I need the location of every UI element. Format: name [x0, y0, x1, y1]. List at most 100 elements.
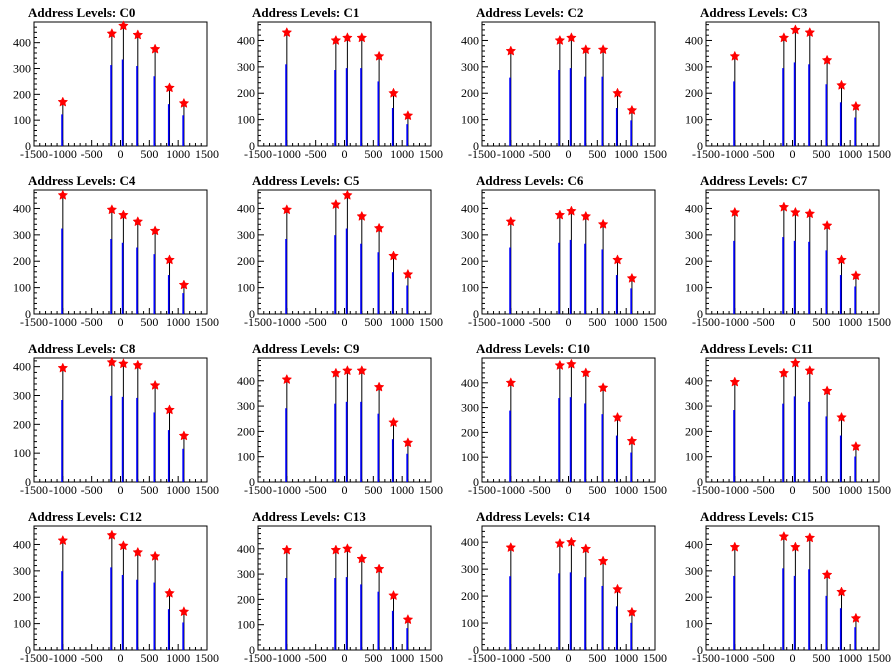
histogram-panel: 0 100 200 300 400 -1500 -1000 -500 0 500 1000 1500 A… — [448, 336, 672, 504]
x-tick-label: -500 — [753, 651, 775, 665]
x-tick-label: 500 — [364, 315, 382, 329]
x-tick-label: -1000 — [49, 651, 77, 665]
x-tick-label: -1000 — [497, 483, 525, 497]
x-tick-label: -1500 — [692, 315, 720, 329]
peak-marker-star — [356, 210, 368, 221]
peak-marker-star — [402, 110, 414, 121]
peak-marker-star — [342, 543, 353, 554]
peak-marker-star — [118, 540, 129, 551]
x-tick-label: -1500 — [468, 483, 496, 497]
x-tick-label: -500 — [529, 483, 551, 497]
x-tick-label: -1500 — [468, 147, 496, 161]
x-tick-label: 0 — [118, 651, 124, 665]
y-tick-label: 400 — [13, 201, 31, 215]
x-tick-label: -500 — [81, 147, 103, 161]
panel-title: Address Levels: C4 — [28, 173, 136, 188]
x-tick-label: -1000 — [721, 315, 749, 329]
y-tick-label: 0 — [249, 475, 255, 489]
peak-marker-star — [729, 376, 741, 387]
x-tick-label: 0 — [790, 651, 796, 665]
y-tick-label: 400 — [685, 33, 703, 47]
peak-marker-star — [132, 359, 144, 370]
x-tick-label: 1000 — [614, 315, 638, 329]
x-tick-label: 500 — [140, 315, 158, 329]
x-tick-label: -1000 — [273, 315, 301, 329]
peak-marker-star — [373, 222, 385, 233]
x-tick-label: 500 — [364, 651, 382, 665]
peak-marker-star — [164, 404, 175, 415]
peak-marker-star — [580, 543, 592, 554]
peak-marker-star — [566, 358, 577, 369]
peak-marker-star — [790, 24, 801, 35]
y-tick-label: 0 — [25, 475, 31, 489]
x-tick-label: -1000 — [49, 315, 77, 329]
y-tick-label: 0 — [697, 307, 703, 321]
peak-marker-star — [597, 44, 609, 55]
panel-title: Address Levels: C5 — [252, 173, 360, 188]
peak-marker-star — [626, 104, 638, 115]
peak-marker-star — [57, 189, 69, 200]
y-tick-label: 100 — [685, 281, 703, 295]
y-tick-label: 0 — [697, 643, 703, 657]
peak-marker-star — [178, 97, 190, 108]
x-tick-label: 1500 — [867, 315, 891, 329]
peak-marker-star — [57, 96, 69, 107]
x-tick-label: 1000 — [614, 147, 638, 161]
y-tick-label: 200 — [685, 424, 703, 438]
peak-marker-star — [373, 50, 385, 61]
peak-marker-star — [612, 583, 623, 594]
peak-marker-star — [388, 416, 399, 428]
y-tick-label: 100 — [237, 618, 255, 632]
x-tick-label: 0 — [790, 315, 796, 329]
histogram-plot: 0 100 200 300 400 -1500 -1000 -500 0 500 1000 1500 — [13, 189, 219, 329]
panel-title: Address Levels: C13 — [252, 509, 366, 524]
plot-frame — [257, 525, 432, 651]
peak-marker-star — [330, 198, 342, 210]
y-tick-label: 400 — [461, 33, 479, 47]
peak-marker-star — [566, 32, 577, 43]
peak-marker-star — [356, 365, 368, 376]
x-tick-label: 500 — [364, 483, 382, 497]
x-tick-label: 1500 — [867, 651, 891, 665]
panel-title: Address Levels: C7 — [700, 173, 808, 188]
peak-marker-star — [804, 27, 816, 38]
peak-marker-star — [626, 272, 638, 283]
plot-frame — [33, 21, 208, 147]
peak-marker-star — [778, 531, 790, 542]
peak-marker-star — [342, 32, 353, 43]
peak-marker-star — [402, 268, 414, 280]
y-tick-label: 300 — [461, 228, 479, 242]
peak-marker-star — [554, 359, 566, 371]
x-tick-label: -1500 — [244, 147, 272, 161]
x-tick-label: 500 — [812, 651, 830, 665]
peak-marker-star — [505, 45, 517, 56]
panel-title: Address Levels: C3 — [700, 5, 808, 20]
y-tick-label: 300 — [461, 60, 479, 74]
x-tick-label: -1000 — [497, 147, 525, 161]
x-tick-label: 1000 — [838, 147, 862, 161]
histogram-plot: 0 100 200 300 400 -1500 -1000 -500 0 500 1000 1500 — [685, 189, 891, 329]
peak-marker-star — [106, 356, 118, 367]
x-tick-label: 0 — [118, 315, 124, 329]
y-tick-label: 300 — [685, 399, 703, 413]
x-tick-label: 1000 — [838, 315, 862, 329]
y-tick-label: 100 — [461, 450, 479, 464]
x-tick-label: 500 — [588, 483, 606, 497]
x-tick-label: 500 — [140, 483, 158, 497]
x-tick-label: -1500 — [468, 315, 496, 329]
x-tick-label: 1000 — [390, 147, 414, 161]
x-tick-label: 0 — [118, 147, 124, 161]
peak-marker-star — [790, 357, 801, 368]
peak-marker-star — [402, 613, 414, 625]
y-tick-label: 300 — [237, 399, 255, 413]
peak-marker-star — [612, 411, 623, 423]
x-tick-label: -1000 — [273, 147, 301, 161]
y-tick-label: 100 — [13, 113, 31, 127]
peak-marker-star — [118, 20, 129, 31]
peak-marker-star — [356, 32, 368, 43]
y-tick-label: 400 — [461, 376, 479, 390]
histogram-panel: 0 100 200 300 400 -1500 -1000 -500 0 500 1000 1500 A… — [672, 168, 896, 336]
x-tick-label: -1000 — [49, 147, 77, 161]
y-tick-label: 0 — [25, 643, 31, 657]
